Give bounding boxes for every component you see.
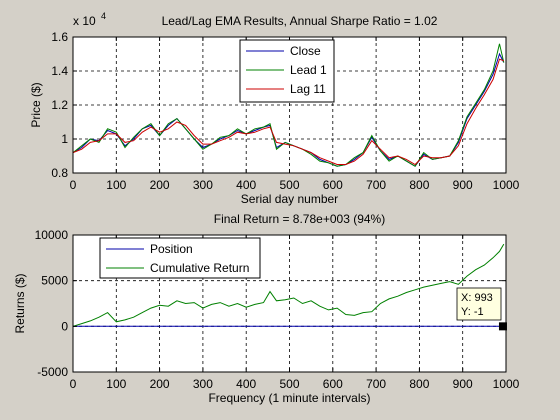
chart-title: Final Return = 8.78e+003 (94%)	[214, 212, 385, 226]
series-line-cumulative-return	[72, 243, 505, 327]
x-tick-label: 1000	[493, 178, 520, 192]
y-tick-label: 0.8	[51, 166, 68, 180]
x-tick-label: 500	[279, 377, 299, 391]
series-line-lead-1	[72, 43, 505, 167]
datatip-x-text: X: 993	[461, 292, 493, 304]
y-tick-label: 1.4	[51, 64, 68, 78]
x-tick-label: 400	[236, 178, 256, 192]
x-tick-label: 1000	[493, 377, 520, 391]
legend-label: Position	[150, 242, 193, 256]
x-tick-label: 800	[409, 377, 429, 391]
x-tick-label: 900	[453, 377, 473, 391]
x-axis-label: Frequency (1 minute intervals)	[208, 391, 370, 405]
series-line-lag-11	[72, 58, 504, 166]
y-tick-label: -5000	[37, 365, 68, 379]
y-exponent-power: 4	[101, 11, 106, 21]
x-tick-label: 600	[323, 377, 343, 391]
x-axis-label: Serial day number	[241, 192, 338, 206]
x-tick-label: 800	[409, 178, 429, 192]
x-tick-label: 0	[70, 178, 77, 192]
datatip-marker	[498, 322, 507, 331]
x-tick-label: 700	[366, 178, 386, 192]
y-tick-label: 0	[61, 319, 68, 333]
datatip-y-text: Y: -1	[461, 306, 484, 318]
x-tick-label: 300	[193, 377, 213, 391]
legend-box	[239, 39, 335, 103]
x-tick-label: 600	[323, 178, 343, 192]
x-tick-label: 200	[150, 377, 170, 391]
x-tick-label: 400	[236, 377, 256, 391]
y-axis-label: Price ($)	[29, 82, 43, 127]
y-tick-label: 1	[61, 132, 68, 146]
y-tick-label: 5000	[41, 274, 68, 288]
x-tick-label: 900	[453, 178, 473, 192]
x-tick-label: 100	[106, 377, 126, 391]
datatip-box	[456, 287, 502, 321]
y-axis-label: Returns ($)	[13, 273, 27, 333]
y-tick-label: 1.6	[51, 30, 68, 44]
legend-label: Close	[290, 44, 321, 58]
x-tick-label: 500	[279, 178, 299, 192]
x-tick-label: 300	[193, 178, 213, 192]
y-tick-label: 10000	[35, 228, 69, 242]
legend-label: Lead 1	[290, 63, 327, 77]
y-tick-label: 1.2	[51, 98, 68, 112]
chart-title: Lead/Lag EMA Results, Annual Sharpe Rati…	[162, 14, 438, 28]
x-tick-label: 100	[106, 178, 126, 192]
x-tick-label: 0	[70, 377, 77, 391]
legend-label: Lag 11	[290, 82, 326, 96]
legend-label: Cumulative Return	[150, 261, 249, 275]
y-exponent-label: x 10	[73, 14, 96, 28]
x-tick-label: 200	[150, 178, 170, 192]
legend-box	[99, 237, 261, 279]
x-tick-label: 700	[366, 377, 386, 391]
